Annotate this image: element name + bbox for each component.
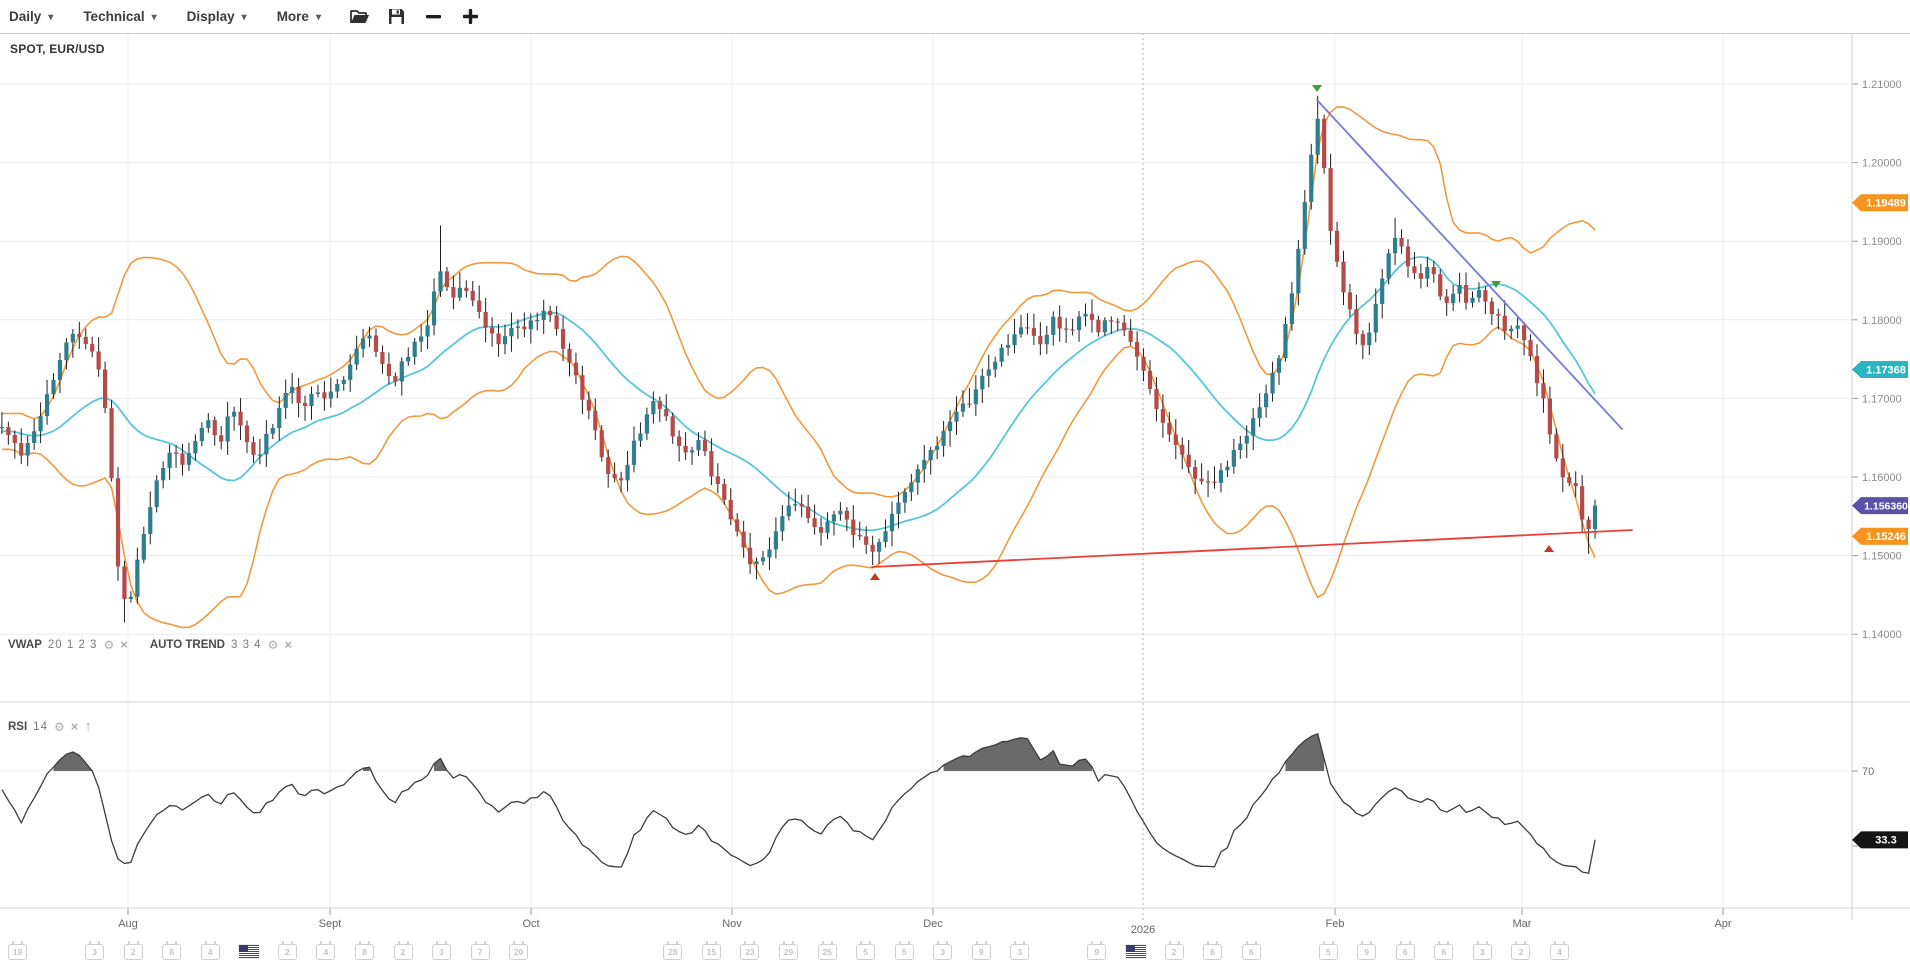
menu-display[interactable]: Display ▾ — [172, 0, 262, 33]
rsi-remove-icon[interactable]: × — [70, 719, 79, 734]
menu-display-label: Display — [186, 9, 235, 24]
chevron-down-icon: ▾ — [48, 12, 54, 23]
svg-text:1.15000: 1.15000 — [1862, 551, 1902, 563]
calendar-event-icon[interactable]: 3 — [85, 941, 105, 960]
menu-timeframe-label: Daily — [9, 9, 42, 24]
calendar-event-icon[interactable]: 6 — [1434, 941, 1454, 960]
us-flag-holiday-icon[interactable] — [239, 945, 260, 958]
chevron-down-icon: ▾ — [241, 12, 247, 23]
svg-text:1.18000: 1.18000 — [1862, 315, 1902, 327]
svg-text:1.17368: 1.17368 — [1866, 364, 1906, 376]
zoom-out-icon[interactable] — [421, 4, 447, 30]
calendar-event-icon[interactable]: 3 — [1472, 941, 1492, 960]
menu-more[interactable]: More ▾ — [262, 0, 336, 33]
zoom-in-icon[interactable] — [458, 4, 484, 30]
rsi-indicator-name: RSI — [8, 720, 28, 733]
calendar-event-icon[interactable]: 2 — [393, 941, 413, 960]
calendar-event-icon[interactable]: 4 — [316, 941, 336, 960]
us-flag-holiday-icon[interactable] — [1125, 945, 1146, 958]
svg-text:1.19000: 1.19000 — [1862, 236, 1902, 248]
calendar-event-icon[interactable]: 4 — [1550, 941, 1569, 960]
autotrend-settings-gear-icon[interactable]: ⚙ — [267, 637, 279, 652]
svg-text:Apr: Apr — [1714, 918, 1731, 930]
calendar-event-icon[interactable]: 8 — [162, 941, 182, 960]
calendar-event-icon[interactable]: 6 — [1203, 941, 1223, 960]
toolbar: Daily ▾ Technical ▾ Display ▾ More ▾ — [0, 0, 1910, 34]
svg-text:Aug: Aug — [118, 918, 138, 930]
svg-text:1.156360: 1.156360 — [1864, 500, 1908, 512]
vwap-remove-icon[interactable]: × — [120, 637, 128, 652]
svg-text:1.14000: 1.14000 — [1862, 629, 1902, 641]
calendar-event-icon[interactable]: 28 — [663, 941, 683, 960]
open-folder-icon[interactable] — [347, 4, 373, 30]
menu-technical[interactable]: Technical ▾ — [68, 0, 171, 33]
calendar-event-icon[interactable]: 2 — [1511, 941, 1531, 960]
vwap-indicator-params: 20 1 2 3 — [47, 638, 98, 651]
autotrend-remove-icon[interactable]: × — [284, 637, 292, 652]
svg-text:Oct: Oct — [522, 918, 539, 930]
calendar-event-icon[interactable]: 20 — [509, 941, 529, 960]
calendar-event-icon[interactable]: 8 — [354, 941, 374, 960]
calendar-event-icon[interactable]: 2 — [123, 941, 143, 960]
calendar-event-icon[interactable]: 4 — [200, 941, 220, 960]
svg-text:1.17000: 1.17000 — [1862, 393, 1902, 405]
calendar-event-icon[interactable]: 3 — [432, 941, 452, 960]
vwap-indicator-name: VWAP — [8, 638, 42, 651]
chevron-down-icon: ▾ — [151, 12, 157, 23]
calendar-event-icon[interactable]: 15 — [701, 941, 721, 960]
rsi-legend-row: RSI 14 ⚙ × ↑ — [8, 719, 92, 734]
svg-text:70: 70 — [1862, 766, 1874, 778]
calendar-event-icon[interactable]: 9 — [1357, 941, 1377, 960]
menu-technical-label: Technical — [83, 9, 145, 24]
calendar-event-icon[interactable]: 25 — [817, 941, 837, 960]
calendar-event-icon[interactable]: 5 — [894, 941, 914, 960]
calendar-event-icon[interactable]: 7 — [470, 941, 490, 960]
autotrend-indicator-params: 3 3 4 — [231, 638, 262, 651]
calendar-event-icon[interactable]: 6 — [1395, 941, 1415, 960]
svg-text:2026: 2026 — [1131, 924, 1155, 936]
svg-text:1.19489: 1.19489 — [1866, 198, 1906, 210]
calendar-event-icon[interactable]: 2 — [1164, 941, 1184, 960]
svg-text:Nov: Nov — [722, 918, 742, 930]
calendar-event-icon[interactable]: 3 — [1010, 941, 1030, 960]
calendar-event-icon[interactable]: 3 — [933, 941, 953, 960]
svg-text:1.21000: 1.21000 — [1862, 79, 1902, 91]
calendar-event-icon[interactable]: 5 — [1318, 941, 1338, 960]
calendar-event-icon[interactable]: 2 — [277, 941, 297, 960]
menu-timeframe[interactable]: Daily ▾ — [0, 0, 68, 33]
symbol-label: SPOT, EUR/USD — [10, 42, 105, 56]
svg-text:Mar: Mar — [1513, 918, 1532, 930]
rsi-indicator-param: 14 — [33, 720, 48, 733]
calendar-event-icon[interactable]: 23 — [740, 941, 760, 960]
calendar-event-icon[interactable]: 29 — [779, 941, 798, 960]
save-icon[interactable] — [384, 4, 410, 30]
svg-text:33.3: 33.3 — [1875, 835, 1896, 847]
calendar-event-icon[interactable]: 9 — [971, 941, 991, 960]
chevron-down-icon: ▾ — [315, 12, 321, 23]
rsi-settings-gear-icon[interactable]: ⚙ — [53, 719, 65, 734]
svg-text:1.15246: 1.15246 — [1866, 531, 1906, 543]
autotrend-indicator-name: AUTO TREND — [149, 638, 225, 651]
indicator-legend-row: VWAP 20 1 2 3 ⚙ × AUTO TREND 3 3 4 ⚙ × — [8, 638, 292, 651]
menu-more-label: More — [276, 9, 309, 24]
calendar-event-icon[interactable]: 5 — [856, 941, 876, 960]
svg-text:1.20000: 1.20000 — [1862, 158, 1902, 170]
svg-text:Sept: Sept — [319, 918, 342, 930]
vwap-settings-gear-icon[interactable]: ⚙ — [103, 637, 115, 652]
svg-text:Feb: Feb — [1326, 918, 1345, 930]
svg-text:Dec: Dec — [923, 918, 943, 930]
svg-text:1.16000: 1.16000 — [1862, 472, 1902, 484]
calendar-event-icon[interactable]: 19 — [8, 941, 27, 960]
move-pane-up-arrow-icon[interactable]: ↑ — [84, 718, 92, 735]
calendar-event-icon[interactable]: 9 — [1087, 941, 1107, 960]
calendar-event-icon[interactable]: 6 — [1241, 941, 1261, 960]
